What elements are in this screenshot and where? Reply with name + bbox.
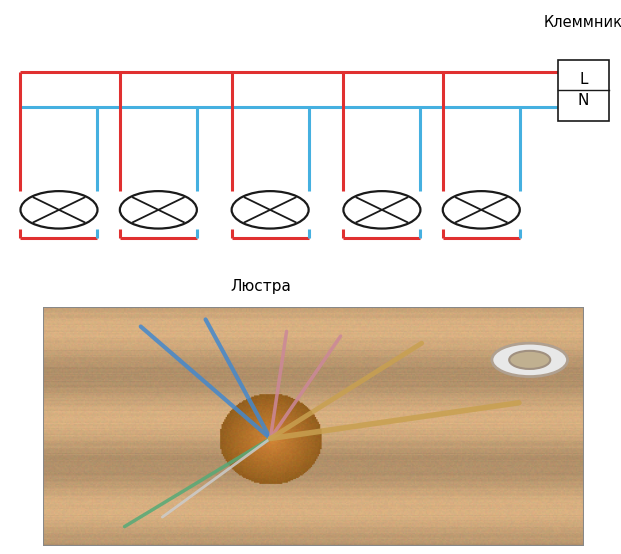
Text: L: L <box>579 72 587 87</box>
Text: Люстра: Люстра <box>230 279 291 294</box>
Circle shape <box>509 351 550 369</box>
Circle shape <box>492 343 568 377</box>
Text: N: N <box>578 93 589 107</box>
Text: Клеммник: Клеммник <box>544 15 621 30</box>
Bar <box>558 60 609 121</box>
